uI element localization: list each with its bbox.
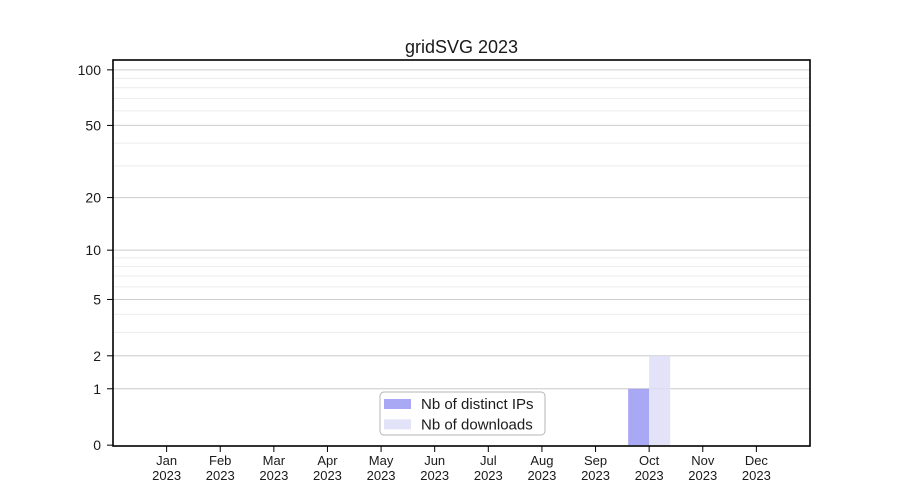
svg-text:2023: 2023 — [420, 468, 449, 483]
svg-text:2023: 2023 — [742, 468, 771, 483]
svg-text:2023: 2023 — [313, 468, 342, 483]
svg-text:Aug: Aug — [530, 453, 553, 468]
svg-text:Apr: Apr — [317, 453, 338, 468]
svg-text:Oct: Oct — [639, 453, 660, 468]
svg-text:Dec: Dec — [745, 453, 769, 468]
svg-text:2023: 2023 — [152, 468, 181, 483]
svg-text:Nb of distinct IPs: Nb of distinct IPs — [421, 396, 534, 413]
svg-text:May: May — [369, 453, 394, 468]
svg-text:Sep: Sep — [584, 453, 607, 468]
svg-text:10: 10 — [85, 242, 101, 258]
svg-text:2023: 2023 — [527, 468, 556, 483]
svg-text:0: 0 — [93, 437, 101, 453]
svg-text:Feb: Feb — [209, 453, 231, 468]
svg-text:100: 100 — [78, 62, 102, 78]
svg-text:2: 2 — [93, 348, 101, 364]
svg-text:Mar: Mar — [263, 453, 286, 468]
svg-text:2023: 2023 — [206, 468, 235, 483]
svg-text:gridSVG 2023: gridSVG 2023 — [405, 37, 518, 57]
svg-text:Nb of downloads: Nb of downloads — [421, 416, 533, 433]
svg-text:50: 50 — [85, 117, 101, 133]
svg-text:Jan: Jan — [156, 453, 177, 468]
svg-text:2023: 2023 — [635, 468, 664, 483]
svg-text:5: 5 — [93, 291, 101, 307]
svg-text:20: 20 — [85, 190, 101, 206]
svg-text:2023: 2023 — [367, 468, 396, 483]
svg-text:2023: 2023 — [474, 468, 503, 483]
svg-text:2023: 2023 — [259, 468, 288, 483]
svg-text:1: 1 — [93, 381, 101, 397]
svg-text:Jul: Jul — [480, 453, 497, 468]
svg-text:2023: 2023 — [688, 468, 717, 483]
svg-text:Jun: Jun — [424, 453, 445, 468]
svg-text:Nov: Nov — [691, 453, 715, 468]
svg-text:2023: 2023 — [581, 468, 610, 483]
